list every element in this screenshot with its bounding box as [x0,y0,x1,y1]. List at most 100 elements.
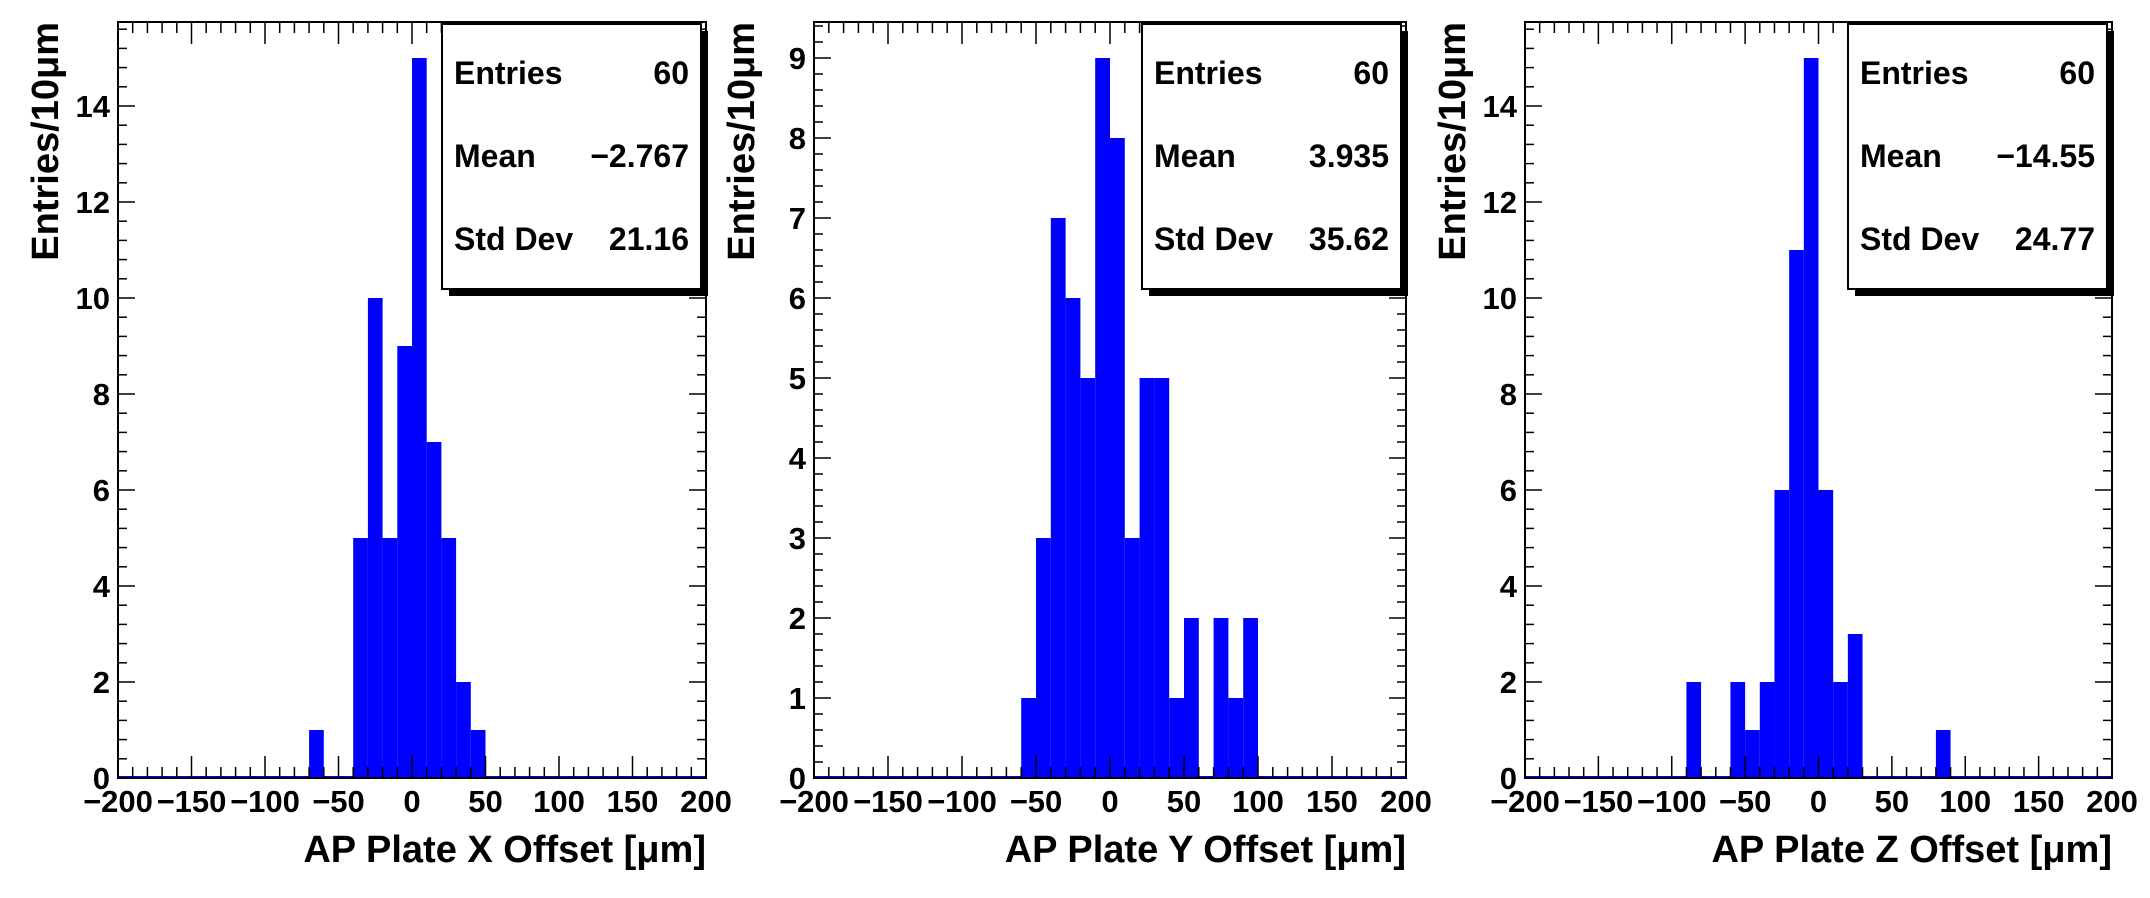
x-tick-label: 100 [1939,784,1991,819]
histogram-bar [1730,682,1746,778]
histogram-bar [412,58,427,778]
x-tick-label: −200 [779,784,849,819]
x-tick-label: −100 [230,784,300,819]
x-tick-label: 200 [1380,784,1432,819]
x-tick-label: 150 [607,784,659,819]
stats-box: Entries 60 Mean −14.55 Std Dev 24.77 [1847,23,2114,296]
y-tick-label: 4 [93,569,111,604]
histogram-bar [426,442,442,778]
x-tick-label: −50 [1010,784,1063,819]
y-axis-title: Entries/10μm [721,22,763,261]
y-tick-label: 2 [789,601,806,636]
histogram-bar [1036,538,1051,778]
histogram-bar [1686,682,1702,778]
y-tick-label: 4 [789,441,807,476]
histogram-bar [1803,58,1819,778]
y-axis-title: Entries/10μm [1432,22,1474,261]
stats-value: −14.55 [1996,138,2095,174]
x-tick-label: 50 [468,784,502,819]
y-tick-label: 10 [76,281,110,316]
y-tick-label: 14 [76,89,111,124]
histogram-bar [1154,378,1170,778]
x-axis-title: AP Plate Z Offset [μm] [1711,829,2112,871]
y-tick-label: 6 [1500,473,1517,508]
histogram-bar [1833,682,1848,778]
x-tick-label: 0 [1101,784,1118,819]
x-tick-label: 150 [2013,784,2065,819]
histogram-bar [1139,378,1155,778]
stats-box-frame [441,23,702,290]
y-tick-label: 6 [789,281,806,316]
histogram-bar [1169,698,1184,778]
x-axis-title: AP Plate Y Offset [μm] [1005,829,1406,871]
y-tick-label: 7 [789,201,806,236]
y-tick-label: 12 [76,185,110,220]
x-tick-label: 150 [1306,784,1358,819]
y-tick-label: 0 [93,761,110,796]
y-tick-label: 3 [789,521,806,556]
stats-box: Entries 60 Mean −2.767 Std Dev 21.16 [441,23,708,296]
x-tick-label: 200 [680,784,732,819]
stats-value: 24.77 [2015,221,2095,257]
histogram-bar [1021,698,1036,778]
histogram-bar [1935,730,1951,778]
histogram-bar [1818,490,1834,778]
stats-value: 3.935 [1309,138,1389,174]
x-axis-title: AP Plate X Offset [μm] [303,829,706,871]
histogram-bar [1789,250,1804,778]
y-tick-label: 2 [93,665,110,700]
x-tick-label: 200 [2086,784,2138,819]
histogram-bar [1110,138,1125,778]
y-tick-label: 8 [1500,377,1517,412]
x-tick-label: −200 [83,784,153,819]
x-tick-label: 100 [1232,784,1284,819]
y-tick-label: 0 [1500,761,1517,796]
histogram-bar [1745,730,1760,778]
x-tick-label: 0 [403,784,420,819]
y-tick-label: 1 [789,681,806,716]
stats-value: 35.62 [1309,221,1389,257]
histogram-bar [1080,378,1096,778]
histogram-bar [1050,218,1066,778]
stats-value: −2.767 [590,138,689,174]
stats-box-frame [1847,23,2108,290]
histogram-bar [441,538,457,778]
stats-label: Entries [1154,55,1262,91]
histogram-bar [1759,682,1775,778]
stats-value: 60 [653,55,689,91]
y-axis-title: Entries/10μm [25,22,67,261]
histogram-bar [1847,634,1863,778]
histogram-bar [1124,538,1140,778]
y-tick-label: 12 [1483,185,1517,220]
x-tick-label: 50 [1875,784,1909,819]
y-tick-label: 8 [789,121,806,156]
x-tick-label: −50 [312,784,365,819]
x-tick-label: −150 [157,784,227,819]
stats-label: Std Dev [1860,221,1979,257]
x-tick-label: −50 [1719,784,1772,819]
x-tick-label: 100 [533,784,585,819]
histogram-bar [1095,58,1110,778]
stats-value: 60 [1353,55,1389,91]
stats-label: Std Dev [1154,221,1273,257]
y-tick-label: 14 [1483,89,1518,124]
y-tick-label: 5 [789,361,806,396]
stats-label: Mean [1860,138,1942,174]
histogram-bar [1228,698,1244,778]
x-tick-label: −100 [1637,784,1707,819]
histogram-bar [1213,618,1229,778]
histogram-panel-1: −200 −150 −100 −50 0 50 100 150 200 0 2 4 6 8 10 12 14 AP… [25,21,732,871]
histogram-bar [353,538,368,778]
stats-value: 60 [2059,55,2095,91]
x-tick-label: 0 [1810,784,1827,819]
histogram-bar [1065,298,1081,778]
histogram-bar [1774,490,1790,778]
y-tick-label: 8 [93,377,110,412]
stats-label: Mean [1154,138,1236,174]
x-tick-label: 50 [1167,784,1201,819]
stats-label: Std Dev [454,221,573,257]
stats-box-frame [1141,23,1402,290]
y-tick-label: 2 [1500,665,1517,700]
stats-label: Entries [454,55,562,91]
